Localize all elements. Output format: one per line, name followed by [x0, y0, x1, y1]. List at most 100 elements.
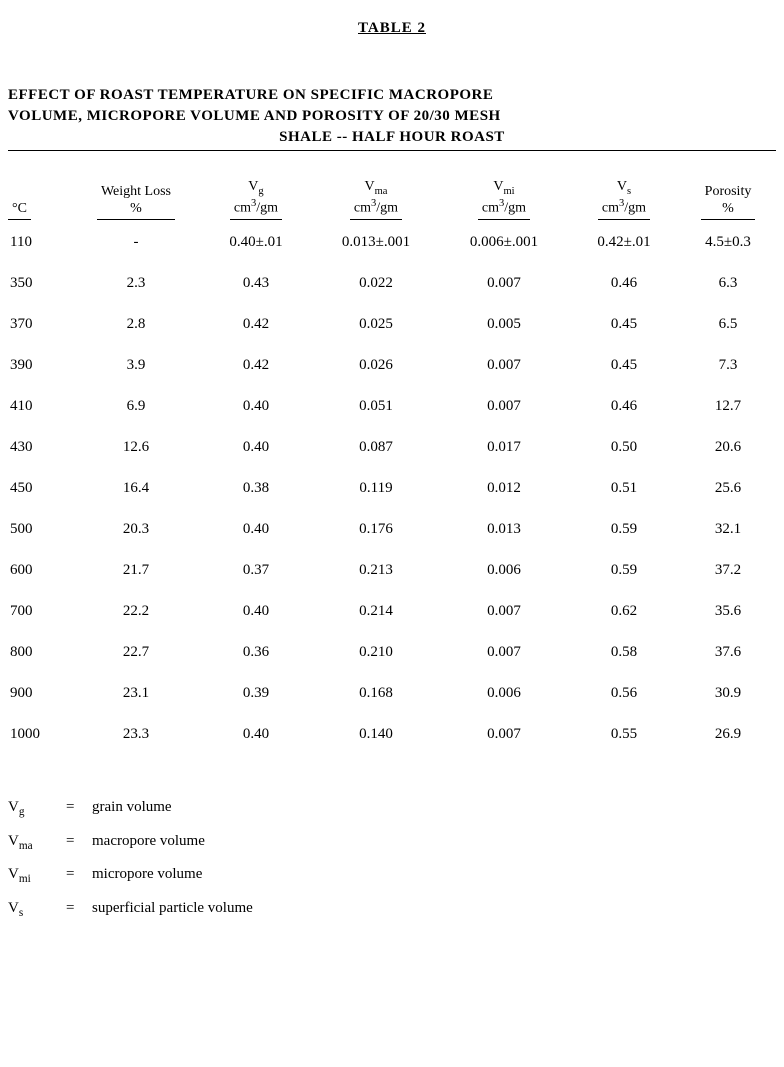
- cell-wloss: 23.3: [72, 714, 200, 755]
- table-row: 4106.90.400.0510.0070.4612.7: [8, 386, 776, 427]
- cell-temp: 390: [8, 345, 72, 386]
- cell-vma: 0.168: [312, 673, 440, 714]
- cell-wloss: 23.1: [72, 673, 200, 714]
- cell-porosity: 7.3: [680, 345, 776, 386]
- cell-temp: 110: [8, 222, 72, 263]
- cell-porosity: 32.1: [680, 509, 776, 550]
- table-row: 45016.40.380.1190.0120.5125.6: [8, 468, 776, 509]
- legend-symbol: Vs: [8, 892, 66, 926]
- cell-wloss: 22.7: [72, 632, 200, 673]
- cell-temp: 430: [8, 427, 72, 468]
- col-header-weight-loss: Weight Loss %: [72, 179, 200, 222]
- cell-porosity: 20.6: [680, 427, 776, 468]
- cell-vmi: 0.005: [440, 304, 568, 345]
- cell-temp: 900: [8, 673, 72, 714]
- cell-vs: 0.45: [568, 345, 680, 386]
- cell-vma: 0.025: [312, 304, 440, 345]
- cell-vma: 0.013±.001: [312, 222, 440, 263]
- legend-symbol: Vmi: [8, 858, 66, 892]
- cell-vs: 0.46: [568, 386, 680, 427]
- cell-vma: 0.140: [312, 714, 440, 755]
- cell-vma: 0.176: [312, 509, 440, 550]
- cell-vmi: 0.012: [440, 468, 568, 509]
- cell-vg: 0.40: [200, 386, 312, 427]
- cell-vs: 0.55: [568, 714, 680, 755]
- cell-vg: 0.42: [200, 304, 312, 345]
- cell-vg: 0.38: [200, 468, 312, 509]
- cell-vmi: 0.007: [440, 714, 568, 755]
- cell-vma: 0.210: [312, 632, 440, 673]
- cell-temp: 600: [8, 550, 72, 591]
- cell-vma: 0.022: [312, 263, 440, 304]
- legend-row: Vmi=micropore volume: [8, 858, 776, 892]
- cell-wloss: 20.3: [72, 509, 200, 550]
- cell-vmi: 0.007: [440, 632, 568, 673]
- cell-porosity: 6.3: [680, 263, 776, 304]
- cell-wloss: 16.4: [72, 468, 200, 509]
- cell-vmi: 0.017: [440, 427, 568, 468]
- cell-vs: 0.42±.01: [568, 222, 680, 263]
- table-row: 3903.90.420.0260.0070.457.3: [8, 345, 776, 386]
- legend-definition: superficial particle volume: [92, 892, 253, 925]
- table-row: 43012.60.400.0870.0170.5020.6: [8, 427, 776, 468]
- col-header-temp: °C: [8, 179, 72, 222]
- cell-vs: 0.46: [568, 263, 680, 304]
- cell-vma: 0.213: [312, 550, 440, 591]
- cell-vmi: 0.006: [440, 550, 568, 591]
- legend-row: Vs=superficial particle volume: [8, 892, 776, 926]
- cell-vg: 0.39: [200, 673, 312, 714]
- cell-temp: 450: [8, 468, 72, 509]
- legend-row: Vma=macropore volume: [8, 825, 776, 859]
- table-row: 90023.10.390.1680.0060.5630.9: [8, 673, 776, 714]
- legend-equals: =: [66, 825, 92, 858]
- cell-vmi: 0.006: [440, 673, 568, 714]
- table-row: 60021.70.370.2130.0060.5937.2: [8, 550, 776, 591]
- cell-vma: 0.214: [312, 591, 440, 632]
- cell-vg: 0.43: [200, 263, 312, 304]
- table-body: 110-0.40±.010.013±.0010.006±.0010.42±.01…: [8, 222, 776, 755]
- table-row: 70022.20.400.2140.0070.6235.6: [8, 591, 776, 632]
- data-table: °C Weight Loss % Vg cm3/gm Vma cm3/gm: [8, 179, 776, 755]
- cell-wloss: 3.9: [72, 345, 200, 386]
- cell-vg: 0.40±.01: [200, 222, 312, 263]
- cell-vma: 0.051: [312, 386, 440, 427]
- cell-vs: 0.56: [568, 673, 680, 714]
- cell-vmi: 0.007: [440, 591, 568, 632]
- cell-temp: 500: [8, 509, 72, 550]
- cell-temp: 1000: [8, 714, 72, 755]
- cell-wloss: 6.9: [72, 386, 200, 427]
- legend-definition: micropore volume: [92, 858, 202, 891]
- title-line-2: VOLUME, MICROPORE VOLUME AND POROSITY OF…: [8, 106, 776, 127]
- cell-vma: 0.087: [312, 427, 440, 468]
- cell-temp: 410: [8, 386, 72, 427]
- col-header-vg: Vg cm3/gm: [200, 179, 312, 222]
- cell-porosity: 12.7: [680, 386, 776, 427]
- cell-porosity: 37.2: [680, 550, 776, 591]
- cell-porosity: 25.6: [680, 468, 776, 509]
- cell-wloss: 21.7: [72, 550, 200, 591]
- cell-wloss: 2.8: [72, 304, 200, 345]
- table-row: 50020.30.400.1760.0130.5932.1: [8, 509, 776, 550]
- legend-row: Vg=grain volume: [8, 791, 776, 825]
- col-header-porosity: Porosity %: [680, 179, 776, 222]
- title-line-1: EFFECT OF ROAST TEMPERATURE ON SPECIFIC …: [8, 85, 776, 106]
- cell-vs: 0.51: [568, 468, 680, 509]
- cell-vg: 0.40: [200, 509, 312, 550]
- cell-vg: 0.40: [200, 591, 312, 632]
- cell-temp: 700: [8, 591, 72, 632]
- cell-wloss: -: [72, 222, 200, 263]
- title-line-3: SHALE -- HALF HOUR ROAST: [8, 127, 776, 148]
- cell-porosity: 6.5: [680, 304, 776, 345]
- cell-porosity: 30.9: [680, 673, 776, 714]
- col-header-vma: Vma cm3/gm: [312, 179, 440, 222]
- legend-definition: grain volume: [92, 791, 172, 824]
- cell-porosity: 37.6: [680, 632, 776, 673]
- cell-vg: 0.40: [200, 714, 312, 755]
- table-row: 80022.70.360.2100.0070.5837.6: [8, 632, 776, 673]
- cell-temp: 350: [8, 263, 72, 304]
- cell-wloss: 22.2: [72, 591, 200, 632]
- legend: Vg=grain volumeVma=macropore volumeVmi=m…: [8, 791, 776, 926]
- cell-vmi: 0.007: [440, 263, 568, 304]
- cell-vma: 0.119: [312, 468, 440, 509]
- table-row: 100023.30.400.1400.0070.5526.9: [8, 714, 776, 755]
